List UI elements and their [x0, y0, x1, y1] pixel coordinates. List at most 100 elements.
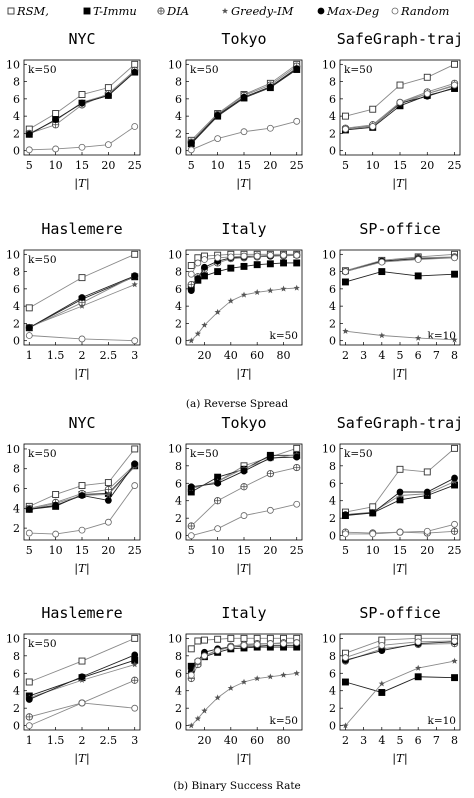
y-tick-label: 0	[329, 530, 336, 543]
series-line-random	[190, 254, 297, 275]
data-point-rsm	[342, 112, 349, 120]
series-rsm	[25, 60, 139, 133]
data-point-random	[342, 654, 349, 661]
data-point-random	[369, 123, 377, 130]
data-point-random	[414, 638, 422, 646]
data-point-greedy-im	[194, 715, 201, 722]
y-tick-label: 8	[13, 463, 20, 476]
series-random	[187, 251, 301, 278]
y-tick-label: 4	[175, 300, 182, 313]
data-point-max-deg	[25, 324, 33, 332]
data-point-rsm	[104, 479, 112, 487]
y-tick-label: 4	[13, 110, 20, 123]
data-point-random	[25, 722, 33, 730]
data-point-random	[194, 259, 202, 267]
data-point-random	[131, 482, 139, 489]
y-tick-label: 4	[13, 685, 20, 698]
y-tick-label: 2	[175, 317, 182, 330]
data-point-rsm	[131, 250, 139, 258]
data-point-max-deg	[201, 263, 208, 271]
series-line-max-deg	[345, 641, 455, 661]
y-tick-label: 8	[175, 460, 182, 473]
series-random	[342, 254, 458, 275]
x-tick-label: 15	[393, 544, 407, 557]
data-point-max-deg	[369, 509, 377, 517]
data-point-random	[369, 530, 377, 538]
series-rsm	[342, 60, 458, 120]
series-max-deg	[187, 453, 301, 491]
x-tick-label: 4	[378, 349, 385, 362]
data-point-t-immu	[293, 259, 301, 267]
x-axis-label: |T|	[236, 366, 251, 381]
data-point-rsm	[25, 678, 33, 686]
x-tick-label: 3	[360, 349, 367, 362]
y-tick-label: 10	[6, 58, 20, 71]
data-point-random	[201, 652, 208, 660]
y-tick-label: 4	[175, 495, 182, 508]
legend-marker-rsm	[7, 7, 15, 15]
k-annotation: k=50	[344, 448, 373, 460]
series-line-random	[345, 640, 455, 658]
data-point-rsm	[131, 634, 139, 642]
k-annotation: k=50	[269, 330, 298, 342]
legend-marker-t-immu	[83, 7, 91, 15]
y-tick-label: 10	[322, 632, 336, 645]
x-axis-label: |T|	[392, 751, 407, 766]
data-point-random	[131, 123, 139, 130]
series-line-t-immu	[345, 271, 455, 283]
data-point-t-immu	[451, 674, 458, 682]
data-point-random	[293, 639, 301, 647]
legend-item-dia: DIA	[157, 4, 189, 18]
series-t-immu	[342, 673, 458, 696]
data-point-random	[342, 125, 349, 133]
x-axis-label: |T|	[392, 176, 407, 191]
chart-title: NYC	[68, 414, 96, 432]
data-point-greedy-im	[201, 707, 208, 714]
data-point-dia	[293, 463, 301, 472]
x-tick-label: 4	[378, 734, 385, 747]
series-line-t-immu	[345, 676, 455, 693]
series-max-deg	[187, 65, 301, 147]
x-axis-label: |T|	[74, 366, 89, 381]
y-tick-label: 4	[329, 685, 336, 698]
series-random	[187, 500, 301, 540]
data-point-random	[342, 530, 349, 538]
data-point-max-deg	[187, 483, 195, 491]
data-point-greedy-im	[451, 657, 458, 664]
y-tick-label: 8	[13, 76, 20, 89]
series-t-immu	[342, 268, 458, 286]
data-point-t-immu	[414, 673, 422, 681]
y-tick-label: 8	[175, 266, 182, 279]
data-point-random	[214, 135, 222, 142]
data-point-max-deg	[266, 83, 274, 91]
data-point-random	[378, 641, 386, 649]
data-point-random	[25, 529, 33, 537]
k-annotation: k=50	[28, 254, 57, 266]
data-point-random	[423, 90, 431, 98]
series-rsm	[187, 634, 301, 653]
x-tick-label: 15	[75, 544, 89, 557]
y-tick-label: 2	[13, 127, 20, 140]
data-point-rsm	[369, 105, 377, 113]
data-point-greedy-im	[240, 291, 248, 298]
data-point-greedy-im	[451, 336, 458, 343]
data-point-greedy-im	[194, 330, 201, 337]
y-tick-label: 8	[329, 650, 336, 663]
data-point-max-deg	[131, 460, 139, 468]
data-point-max-deg	[396, 488, 404, 496]
data-point-random	[227, 253, 235, 261]
y-tick-label: 8	[329, 266, 336, 279]
data-point-random	[266, 124, 274, 132]
legend-marker-random	[391, 7, 399, 15]
x-tick-label: 6	[415, 349, 422, 362]
series-random	[25, 123, 139, 154]
x-tick-label: 5	[26, 159, 33, 172]
data-point-rsm	[423, 73, 431, 81]
series-line-rsm	[345, 637, 455, 654]
x-tick-label: 3	[131, 734, 138, 747]
data-point-max-deg	[423, 488, 431, 496]
data-point-t-immu	[451, 270, 458, 278]
